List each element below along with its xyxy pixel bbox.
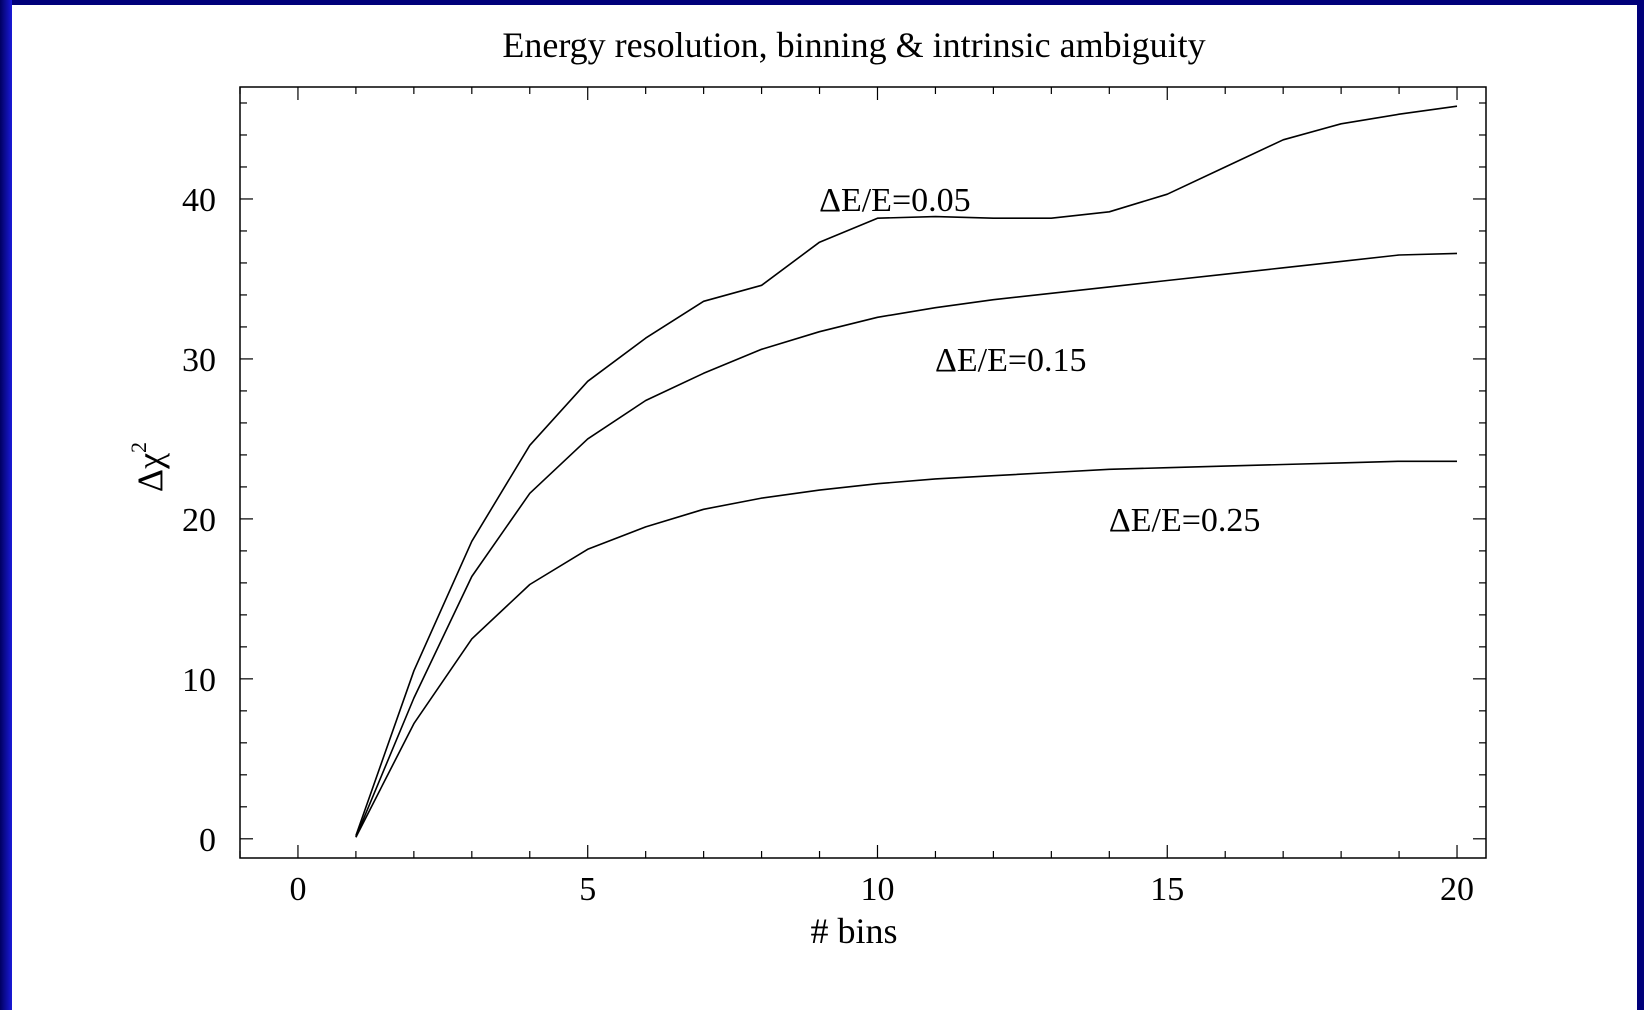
series-labels: ΔE/E=0.05 ΔE/E=0.15 ΔE/E=0.25 [819, 182, 1260, 539]
series-line [356, 253, 1457, 837]
x-tick-label: 0 [289, 871, 306, 908]
x-tick-label: 20 [1440, 871, 1474, 908]
y-tick-label: 40 [182, 182, 216, 219]
plot-panel: Energy resolution, binning & intrinsic a… [12, 5, 1637, 1010]
y-axis-label-base: Δχ [130, 453, 170, 492]
series-line [356, 461, 1457, 837]
x-tick-label: 15 [1150, 871, 1184, 908]
y-tick-label: 20 [182, 502, 216, 539]
series-label: ΔE/E=0.05 [819, 182, 971, 219]
x-tick-label: 10 [860, 871, 894, 908]
y-tick-label: 30 [182, 342, 216, 379]
x-axis-label: # bins [810, 911, 897, 951]
slide-left-edge [0, 0, 12, 1010]
y-axis-label: Δχ2 [126, 442, 170, 492]
y-tick-labels: 0 10 20 30 40 [182, 182, 216, 859]
series-label: ΔE/E=0.15 [935, 342, 1087, 379]
series-label: ΔE/E=0.25 [1109, 502, 1261, 539]
line-chart: Energy resolution, binning & intrinsic a… [12, 5, 1637, 1010]
y-tick-label: 0 [199, 822, 216, 859]
chart-title: Energy resolution, binning & intrinsic a… [502, 25, 1205, 65]
y-axis-label-superscript: 2 [126, 442, 151, 453]
x-tick-labels: 0 5 10 15 20 [289, 871, 1474, 908]
y-tick-label: 10 [182, 662, 216, 699]
x-tick-label: 5 [579, 871, 596, 908]
